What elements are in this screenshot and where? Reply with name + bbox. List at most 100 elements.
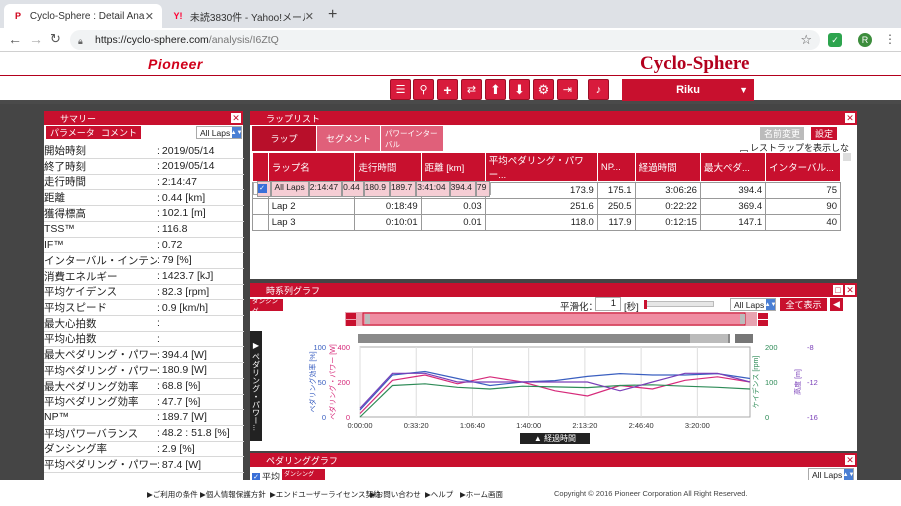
close-icon[interactable]: ✕: [845, 455, 855, 465]
column-header[interactable]: 経過時間: [634, 152, 701, 182]
footer-link-eula[interactable]: ▶エンドユーザーライセンス契約: [270, 490, 381, 499]
close-icon[interactable]: ✕: [231, 113, 241, 123]
bell-icon[interactable]: ♪: [588, 79, 609, 100]
rename-button[interactable]: 名前変更: [760, 127, 805, 140]
tab-parameters[interactable]: パラメータ: [46, 126, 99, 139]
tab-yahoo-mail[interactable]: Y! 未読3830件 - Yahoo!メール ✕: [164, 4, 322, 28]
tab-power-interval[interactable]: パワーインターバル: [381, 126, 443, 151]
side-tab-pedaling-power[interactable]: ▶ ペダリング・パワー...: [250, 331, 262, 441]
tab-cyclo-sphere[interactable]: P Cyclo-Sphere : Detail Analysis ✕: [4, 4, 162, 28]
summary-row: 平均パワーバランス:48.2 : 51.8 [%]: [44, 426, 244, 442]
gear-icon[interactable]: ⚙: [533, 79, 554, 100]
back-icon[interactable]: ←: [8, 31, 22, 47]
summary-row-value: 2.9 [%]: [161, 442, 195, 455]
summary-row-label: 平均ペダリング効率: [44, 396, 139, 409]
column-header[interactable]: ラップ名: [267, 152, 356, 182]
column-header[interactable]: 平均ペダリング・パワー...: [484, 152, 598, 182]
checkbox-checked-icon[interactable]: ✓: [252, 472, 260, 481]
bookmark-star-icon[interactable]: ☆: [800, 32, 812, 47]
dancing-badge[interactable]: ダンシング: [282, 469, 325, 480]
pioneer-logo[interactable]: Pioneer: [148, 56, 203, 72]
download-icon[interactable]: ⬇: [509, 79, 530, 100]
summary-row-value: 116.8: [161, 223, 188, 235]
average-checkbox[interactable]: ✓ 平均: [252, 470, 280, 483]
row-checkbox[interactable]: [252, 198, 269, 215]
export-icon[interactable]: ⇥: [557, 79, 578, 100]
separator: :: [157, 285, 160, 298]
footer-link-help[interactable]: ▶ヘルプ: [425, 490, 454, 499]
lap-filter-select[interactable]: All Laps ▲▼: [196, 126, 242, 139]
checkbox-checked-icon[interactable]: ✓: [257, 183, 267, 193]
separator: :: [157, 348, 160, 361]
y-axis-label: ペダリング効率 [%]: [308, 351, 317, 412]
range-selection: [362, 312, 746, 326]
table-cell: 0:10:01: [354, 214, 422, 231]
table-row[interactable]: Lap 3 0:10:01 0.01 118.0 117.9 0:12:15 147.1 40: [252, 214, 841, 231]
average-label: 平均: [262, 472, 281, 482]
table-cell: Lap 2: [267, 198, 356, 215]
extension-check-icon[interactable]: ✓: [828, 33, 842, 47]
summary-row-label: ダンシング率: [44, 443, 107, 456]
back-arrow-icon[interactable]: ◀: [830, 298, 843, 311]
table-cell: 369.4: [699, 198, 767, 215]
series-line-0: [359, 374, 751, 414]
table-scroll-handle[interactable]: [843, 153, 851, 161]
summary-row-label: 終了時刻: [44, 160, 86, 173]
tab-segments[interactable]: セグメント: [317, 126, 380, 151]
pedaling-lap-select[interactable]: All Laps ▲▼: [808, 468, 854, 481]
close-icon[interactable]: ✕: [144, 10, 154, 23]
close-icon[interactable]: ✕: [845, 285, 855, 295]
cyclo-sphere-logo[interactable]: Cyclo-Sphere: [640, 53, 750, 74]
y-tick-label: 0: [765, 413, 769, 422]
tab-laps[interactable]: ラップ: [252, 126, 316, 151]
x-tick-label: 1:06:40: [460, 421, 485, 430]
column-header[interactable]: NP...: [596, 152, 636, 182]
user-dropdown[interactable]: Riku ▼: [622, 79, 754, 101]
footer-link-privacy[interactable]: ▶個人情報保護方針: [200, 490, 266, 499]
yahoo-favicon-icon: Y!: [173, 11, 183, 21]
footer-link-home[interactable]: ▶ホーム画面: [460, 490, 504, 499]
slider-handle[interactable]: [644, 300, 647, 309]
forward-icon[interactable]: →: [29, 31, 43, 47]
row-checkbox[interactable]: ✓: [256, 180, 271, 197]
table-cell: 0:18:49: [354, 198, 422, 215]
row-checkbox[interactable]: [252, 214, 269, 231]
lock-icon: 🔒︎: [78, 35, 83, 46]
reload-icon[interactable]: ↻: [50, 31, 61, 46]
separator: :: [157, 270, 160, 283]
footer-link-contact[interactable]: ▶お問い合わせ: [370, 490, 421, 499]
menu-dots-icon[interactable]: ⋮: [884, 32, 896, 46]
smoothing-slider[interactable]: [644, 300, 714, 309]
summary-row: 平均ケイデンス:82.3 [rpm]: [44, 284, 244, 301]
close-icon[interactable]: ✕: [304, 10, 314, 23]
tab-comments[interactable]: コメント: [97, 126, 142, 139]
timeseries-lap-select[interactable]: All Laps ▲▼: [730, 298, 776, 311]
maximize-icon[interactable]: □: [833, 285, 843, 295]
table-cell: 79: [475, 180, 491, 197]
list-icon[interactable]: ☰: [390, 79, 411, 100]
table-row[interactable]: Lap 2 0:18:49 0.03 251.6 250.5 0:22:22 369.4 90: [252, 198, 841, 215]
profile-avatar[interactable]: R: [858, 33, 872, 47]
import-icon[interactable]: ⇄: [461, 79, 482, 100]
summary-row-value: 180.9 [W]: [161, 364, 207, 377]
table-row[interactable]: ✓ All Laps 2:14:47 0.44 180.9 189.7 3:41:04 394…: [252, 180, 492, 197]
separator: :: [157, 207, 160, 220]
column-header[interactable]: 最大ペダ...: [699, 152, 767, 182]
plus-icon[interactable]: +: [437, 79, 458, 100]
upload-icon[interactable]: ⬆: [485, 79, 506, 100]
column-header[interactable]: インターバル...: [765, 152, 841, 182]
show-all-button[interactable]: 全て表示: [780, 298, 827, 311]
x-tick-label: 2:46:40: [629, 421, 654, 430]
new-tab-icon[interactable]: +: [328, 6, 338, 23]
column-header[interactable]: 距離 [km]: [420, 152, 486, 182]
bike-icon[interactable]: ⚲: [413, 79, 434, 100]
column-header[interactable]: 走行時間: [354, 152, 422, 182]
smoothing-input[interactable]: 1: [595, 297, 621, 311]
footer-link-terms[interactable]: ▶ご利用の条件: [147, 490, 198, 499]
summary-row: 獲得標高:102.1 [m]: [44, 206, 244, 222]
url-host: https://cyclo-sphere.com: [95, 34, 209, 46]
url-field[interactable]: 🔒︎ https://cyclo-sphere.com/analysis/I6Z…: [70, 30, 820, 50]
close-icon[interactable]: ✕: [845, 113, 855, 123]
settings-button[interactable]: 設定: [811, 127, 838, 140]
table-cell: 3:06:26: [634, 182, 701, 199]
